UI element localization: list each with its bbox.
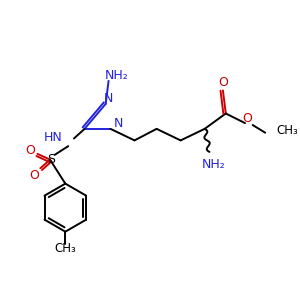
Text: O: O — [25, 143, 35, 157]
Text: N: N — [113, 117, 123, 130]
Text: NH₂: NH₂ — [104, 69, 128, 82]
Text: O: O — [30, 169, 40, 182]
Text: O: O — [218, 76, 228, 89]
Text: NH₂: NH₂ — [201, 158, 225, 171]
Text: CH₃: CH₃ — [277, 124, 298, 137]
Text: S: S — [47, 153, 55, 166]
Text: N: N — [104, 92, 113, 105]
Text: HN: HN — [44, 131, 62, 144]
Text: CH₃: CH₃ — [55, 242, 76, 256]
Text: O: O — [242, 112, 252, 125]
